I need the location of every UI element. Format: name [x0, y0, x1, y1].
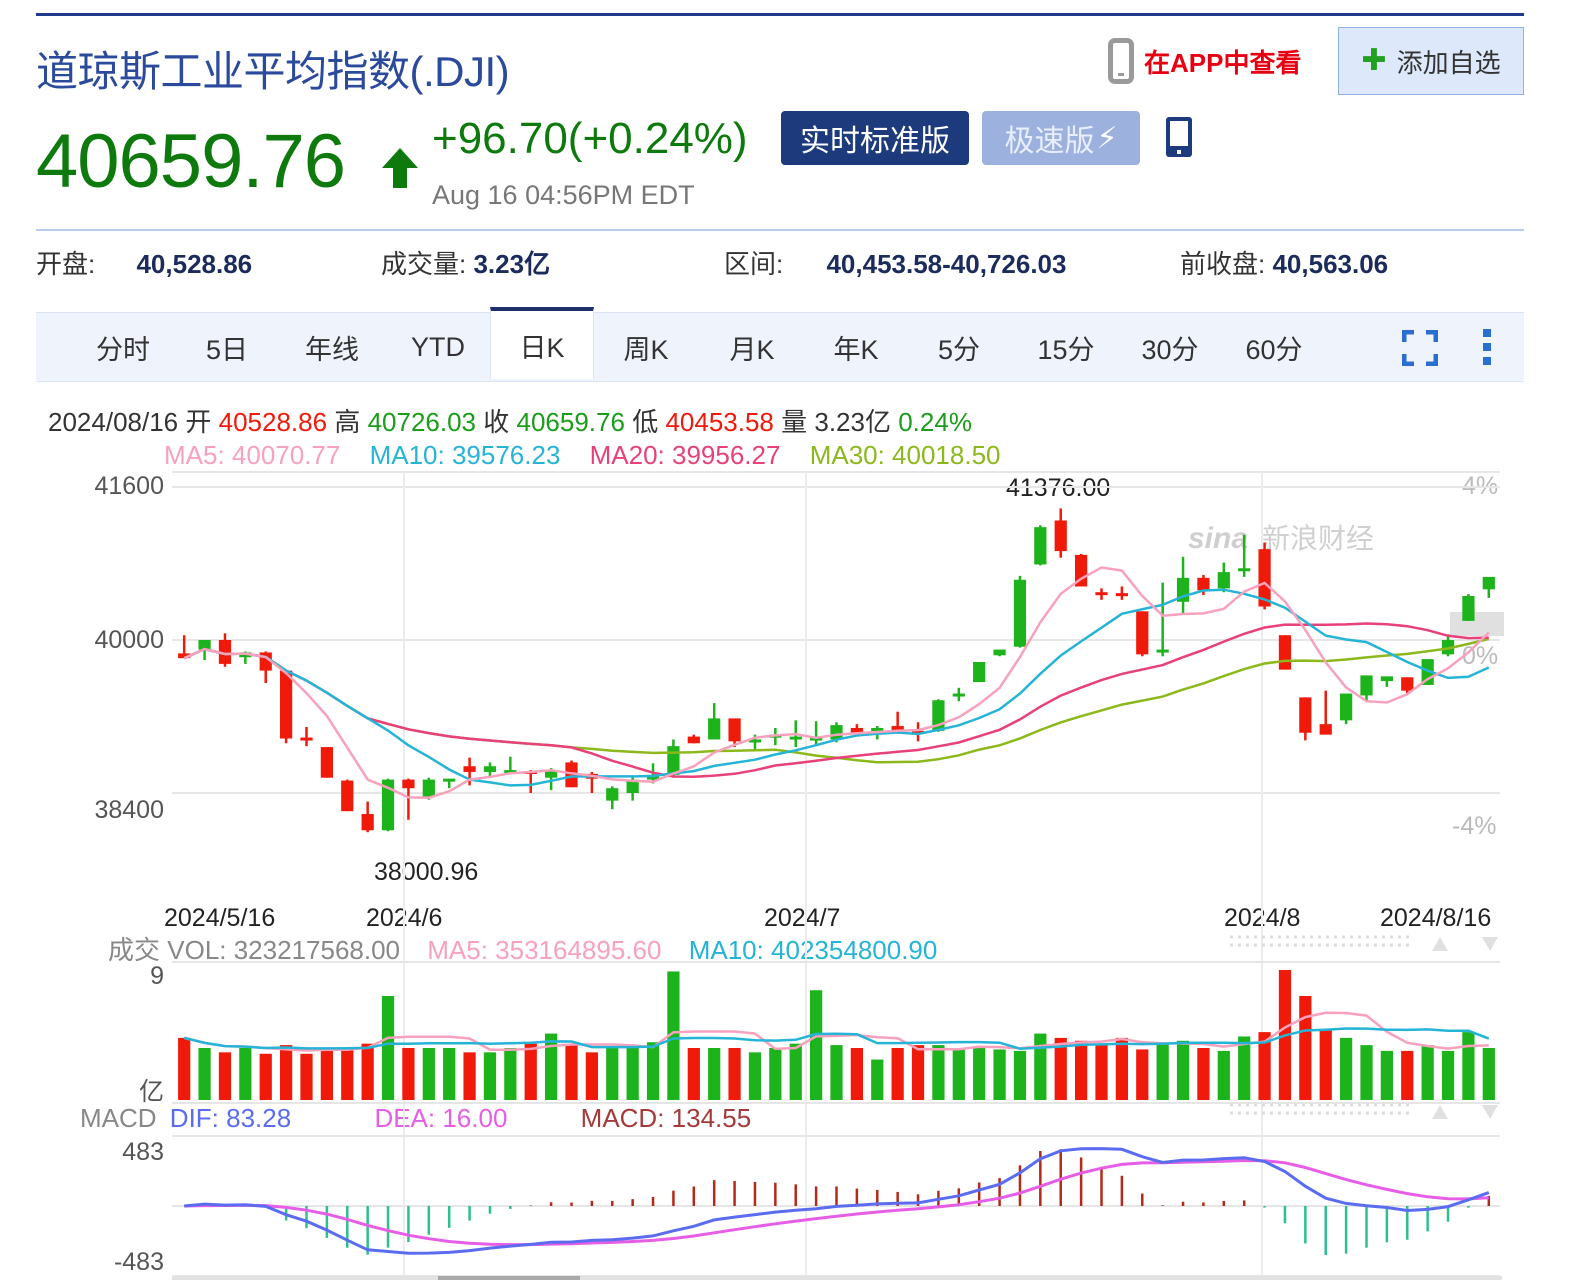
ma-legend: MA5: 40070.77 MA10: 39576.23 MA20: 39956…: [164, 440, 1023, 471]
macd-y-top: 483: [122, 1138, 164, 1166]
divider: [36, 229, 1524, 231]
quote-time: Aug 16 04:56PM EDT: [432, 180, 695, 210]
stat-volume: 成交量: 3.23亿: [381, 249, 551, 279]
ma20-legend: MA20: 39956.27: [589, 440, 781, 470]
add-watchlist-button[interactable]: ✚ 添加自选: [1338, 27, 1524, 95]
tab-ytd[interactable]: YTD: [411, 332, 465, 362]
stat-prev-close: 前收盘: 40,563.06: [1180, 249, 1389, 279]
fast-version-button[interactable]: 极速版 ⚡: [982, 111, 1140, 165]
view-in-app-label: 在APP中查看: [1144, 47, 1302, 78]
y-tick-40000: 40000: [94, 626, 164, 654]
ohlc-summary: 2024/08/16 开 40528.86 高 40726.03 收 40659…: [48, 407, 972, 437]
volume-value: 3.23亿: [473, 249, 551, 279]
y-tick-38400: 38400: [94, 796, 164, 824]
add-watchlist-label: 添加自选: [1396, 47, 1501, 78]
fast-version-label: 极速版: [1004, 125, 1095, 158]
tab-year-line[interactable]: 年线: [305, 335, 359, 365]
tab-monthly-k[interactable]: 月K: [729, 335, 775, 365]
tab-5min[interactable]: 5分: [937, 335, 981, 365]
y-tick-41600: 41600: [94, 472, 164, 500]
pct-tick-neg4: -4%: [1452, 812, 1497, 840]
stat-range: 区间: 40,453.58-40,726.03: [724, 249, 1067, 279]
ma30-legend: MA30: 40018.50: [809, 440, 1001, 470]
current-price: 40659.76: [36, 119, 346, 204]
svg-text:sina: sina: [1188, 522, 1248, 555]
more-options-icon[interactable]: [1482, 327, 1492, 367]
tab-30min[interactable]: 30分: [1141, 335, 1199, 365]
range-value: 40,453.58-40,726.03: [826, 249, 1067, 279]
price-change: +96.70(+0.24%): [432, 114, 748, 163]
plus-icon: ✚: [1361, 44, 1387, 77]
tab-60min[interactable]: 60分: [1245, 335, 1303, 365]
mobile-icon[interactable]: [1166, 117, 1192, 157]
tab-weekly-k[interactable]: 周K: [623, 335, 669, 365]
volume-legend: 成交 VOL: 323217568.00 MA5: 353164895.60 M…: [108, 935, 938, 965]
top-border: [36, 13, 1524, 16]
lightning-icon: ⚡: [1096, 121, 1118, 155]
realtime-standard-button[interactable]: 实时标准版: [781, 111, 969, 165]
phone-icon: [1108, 38, 1134, 84]
min-annotation: 38000.96: [374, 858, 479, 886]
tab-15min[interactable]: 15分: [1037, 335, 1095, 365]
vol-y-top: 9: [150, 962, 164, 990]
ma5-legend: MA5: 40070.77: [164, 440, 341, 470]
pct-tick-0: 0%: [1462, 642, 1499, 670]
vol-y-unit: 亿: [138, 1078, 164, 1106]
chart-period-tabs: 分时 5日 年线 YTD 日K 周K 月K 年K 5分 15分 30分 60分: [36, 307, 1524, 382]
prev-close-value: 40,563.06: [1272, 249, 1389, 279]
macd-legend: MACD DIF: 83.28 DEA: 16.00 MACD: 134.55: [80, 1103, 752, 1133]
tab-intraday[interactable]: 分时: [96, 335, 150, 365]
svg-text:新浪财经: 新浪财经: [1262, 522, 1374, 555]
tab-yearly-k[interactable]: 年K: [833, 335, 879, 365]
page-title: 道琼斯工业平均指数(.DJI): [36, 48, 510, 95]
tab-daily-k[interactable]: 日K: [490, 307, 594, 379]
open-value: 40,528.86: [136, 249, 253, 279]
up-arrow-icon: [382, 148, 418, 188]
tab-5day[interactable]: 5日: [205, 335, 249, 365]
x-label-0: 2024/5/16: [164, 904, 276, 932]
macd-y-bottom: -483: [113, 1248, 164, 1276]
x-label-4: 2024/8/16: [1380, 904, 1492, 932]
stat-open: 开盘: 40,528.86: [36, 249, 253, 279]
ma10-legend: MA10: 39576.23: [369, 440, 561, 470]
fullscreen-icon[interactable]: [1402, 330, 1438, 366]
view-in-app-link[interactable]: 在APP中查看: [1108, 38, 1301, 84]
x-label-2: 2024/7: [764, 904, 841, 932]
